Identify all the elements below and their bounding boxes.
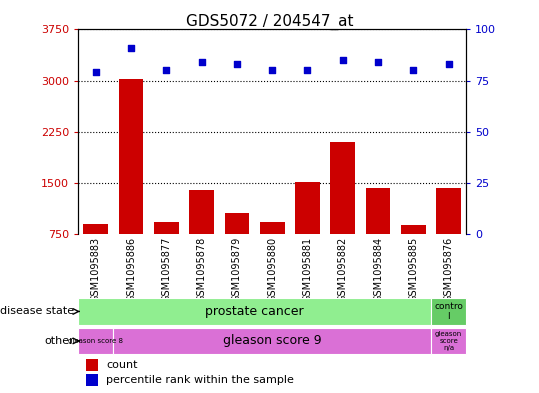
- Bar: [431, 298, 466, 325]
- Text: gleason score 8: gleason score 8: [68, 338, 123, 344]
- Point: [268, 67, 277, 73]
- Point: [197, 59, 206, 65]
- Point: [374, 59, 382, 65]
- Text: count: count: [106, 360, 137, 370]
- Point: [303, 67, 312, 73]
- Text: GSM1095878: GSM1095878: [197, 237, 206, 302]
- Point: [338, 57, 347, 63]
- Text: GSM1095879: GSM1095879: [232, 237, 242, 302]
- Text: disease state: disease state: [0, 307, 74, 316]
- Text: prostate cancer: prostate cancer: [205, 305, 304, 318]
- Text: gleason score 9: gleason score 9: [223, 334, 321, 347]
- Bar: [225, 213, 249, 285]
- Bar: [86, 374, 98, 386]
- Bar: [189, 190, 214, 285]
- Text: other: other: [45, 336, 74, 346]
- Text: GSM1095877: GSM1095877: [161, 237, 171, 302]
- Bar: [154, 222, 179, 285]
- Point: [409, 67, 418, 73]
- Bar: [295, 182, 320, 285]
- Bar: [84, 224, 108, 285]
- Bar: [401, 225, 426, 285]
- Bar: [365, 187, 390, 285]
- Text: percentile rank within the sample: percentile rank within the sample: [106, 375, 294, 385]
- Bar: [86, 359, 98, 371]
- Text: GSM1095876: GSM1095876: [444, 237, 454, 302]
- Bar: [330, 142, 355, 285]
- Bar: [436, 187, 461, 285]
- Text: gleason
score
n/a: gleason score n/a: [435, 331, 462, 351]
- Text: GSM1095885: GSM1095885: [409, 237, 418, 302]
- Text: GSM1095883: GSM1095883: [91, 237, 101, 302]
- Text: contro
l: contro l: [434, 302, 463, 321]
- Text: GSM1095884: GSM1095884: [373, 237, 383, 302]
- Text: GSM1095882: GSM1095882: [338, 237, 348, 302]
- Bar: [78, 328, 113, 354]
- Bar: [119, 79, 143, 285]
- Text: GSM1095881: GSM1095881: [302, 237, 313, 302]
- Bar: [260, 222, 285, 285]
- Point: [444, 61, 453, 67]
- Bar: [431, 328, 466, 354]
- Point: [162, 67, 171, 73]
- Point: [233, 61, 241, 67]
- Text: GDS5072 / 204547_at: GDS5072 / 204547_at: [186, 14, 353, 30]
- Text: GSM1095880: GSM1095880: [267, 237, 277, 302]
- Point: [127, 45, 135, 51]
- Point: [92, 69, 100, 75]
- Bar: [113, 328, 431, 354]
- Text: GSM1095886: GSM1095886: [126, 237, 136, 302]
